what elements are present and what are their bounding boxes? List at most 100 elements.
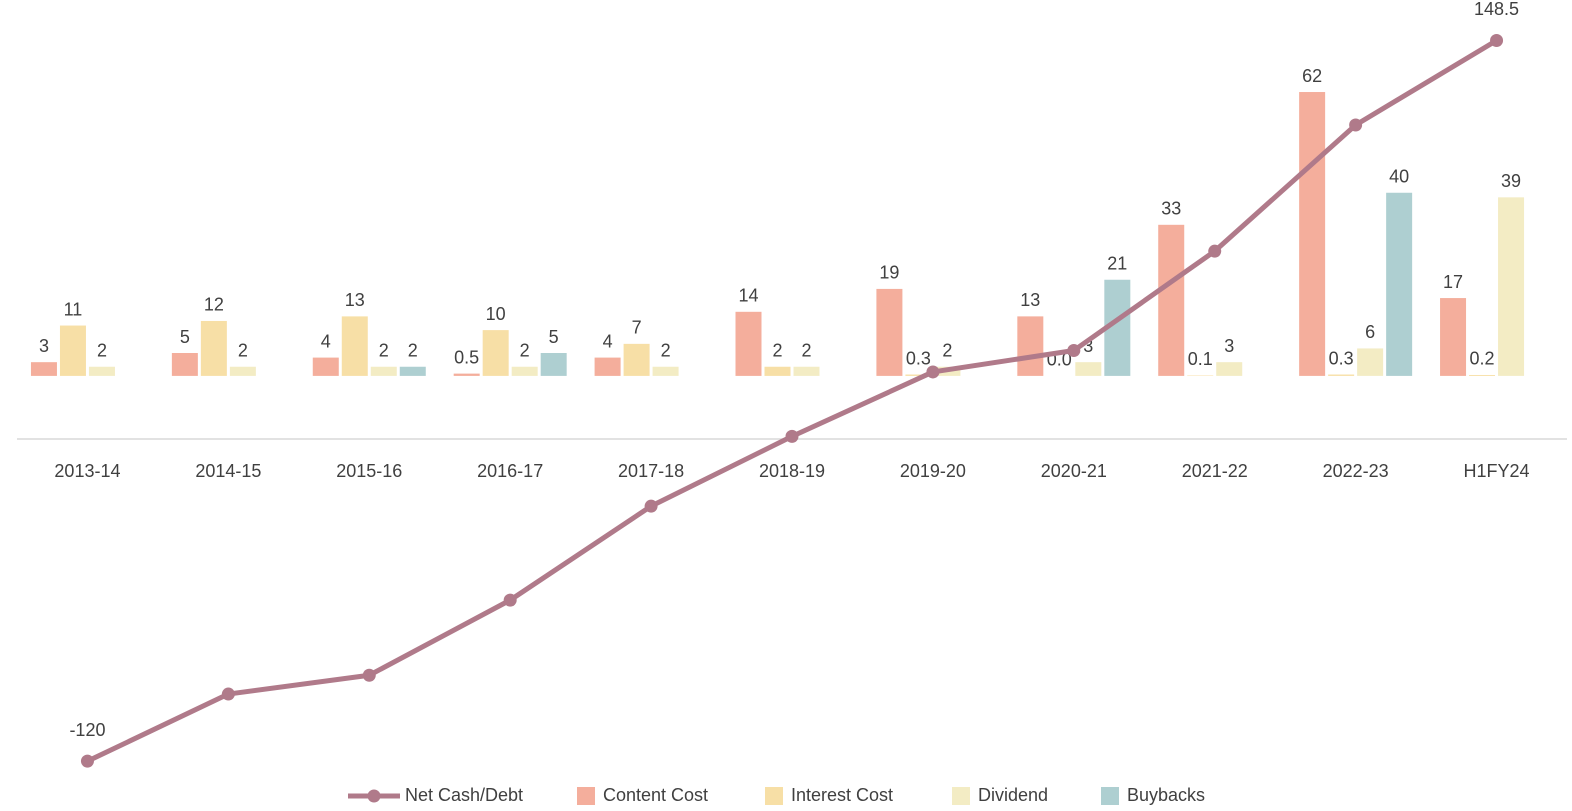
bar	[370, 366, 397, 376]
x-tick-label: 2019-20	[900, 461, 966, 481]
data-label: 3	[1083, 336, 1093, 356]
line-point	[926, 365, 940, 379]
data-label: 11	[64, 299, 83, 319]
data-label: 3	[1224, 336, 1234, 356]
bar	[59, 325, 86, 376]
data-label: 2	[772, 340, 782, 360]
x-tick-label: 2021-22	[1182, 461, 1248, 481]
data-label: 6	[1365, 322, 1375, 342]
legend-swatch	[765, 787, 783, 805]
data-label: 0.2	[1470, 349, 1495, 369]
line-point	[785, 429, 799, 443]
legend-label: Dividend	[978, 785, 1048, 805]
bar	[764, 366, 791, 376]
bar	[1498, 197, 1525, 376]
data-label: 17	[1443, 272, 1463, 292]
bar	[1017, 316, 1044, 376]
line-point	[1208, 244, 1222, 258]
bar	[1357, 348, 1384, 376]
bar	[1386, 192, 1413, 376]
line-point	[80, 754, 94, 768]
data-label: 2	[801, 340, 811, 360]
legend-label: Interest Cost	[791, 785, 893, 805]
data-label: 4	[321, 331, 331, 351]
data-label: 21	[1107, 254, 1127, 274]
data-label: 0.5	[454, 347, 479, 367]
x-tick-label: 2015-16	[336, 461, 402, 481]
x-tick-label: 2020-21	[1041, 461, 1107, 481]
data-label: 7	[632, 318, 642, 338]
bar	[482, 330, 509, 376]
line-point	[221, 687, 235, 701]
data-label: 2	[97, 340, 107, 360]
data-label: 0.3	[1329, 348, 1354, 368]
legend-swatch	[577, 787, 595, 805]
bar	[1469, 374, 1496, 376]
bar	[88, 366, 115, 376]
x-tick-label: 2014-15	[195, 461, 261, 481]
bar	[341, 316, 368, 376]
bar	[540, 353, 567, 376]
bar	[793, 366, 820, 376]
data-label: 62	[1302, 66, 1322, 86]
legend-label: Content Cost	[603, 785, 708, 805]
bar	[171, 353, 198, 376]
bar	[876, 288, 903, 376]
line-point	[503, 593, 517, 607]
x-tick-label: 2018-19	[759, 461, 825, 481]
legend-label: Buybacks	[1127, 785, 1205, 805]
x-tick-label: H1FY24	[1464, 461, 1530, 481]
data-label: 148.5	[1474, 0, 1519, 19]
legend-swatch	[1101, 787, 1119, 805]
data-label: 39	[1501, 171, 1521, 191]
legend-swatch	[952, 787, 970, 805]
bar	[1075, 362, 1102, 376]
bar	[1440, 298, 1467, 376]
data-label: 2	[238, 340, 248, 360]
bar	[1299, 92, 1326, 376]
bar	[511, 366, 538, 376]
data-label: 5	[180, 327, 190, 347]
bar	[1328, 374, 1355, 376]
line	[86, 38, 1498, 764]
data-label: 40	[1389, 167, 1409, 187]
line-point	[362, 668, 376, 682]
bar	[594, 357, 621, 376]
legend-swatch	[367, 789, 381, 803]
data-label: 5	[549, 327, 559, 347]
data-label: 19	[879, 263, 899, 283]
bar	[312, 357, 339, 376]
line-point	[1490, 33, 1504, 47]
line-point	[1067, 343, 1081, 357]
bar	[623, 343, 650, 376]
data-label: 2	[379, 340, 389, 360]
x-tick-label: 2022-23	[1323, 461, 1389, 481]
bar	[399, 366, 426, 376]
data-label: 13	[345, 290, 365, 310]
data-label: 2	[408, 340, 418, 360]
data-label: 3	[39, 336, 49, 356]
data-label: 13	[1020, 290, 1040, 310]
data-label: 2	[661, 340, 671, 360]
line-point	[644, 499, 658, 513]
data-label: 2	[520, 340, 530, 360]
bar	[453, 373, 480, 376]
data-label: 33	[1161, 199, 1181, 219]
data-label: 0.1	[1188, 349, 1213, 369]
x-tick-label: 2013-14	[54, 461, 120, 481]
x-tick-label: 2017-18	[618, 461, 684, 481]
bar	[200, 320, 227, 376]
data-label: 4	[603, 331, 613, 351]
bar	[1216, 362, 1243, 376]
bar	[229, 366, 256, 376]
bar	[905, 374, 932, 376]
x-tick-label: 2016-17	[477, 461, 543, 481]
bar	[735, 311, 762, 376]
data-label: 12	[204, 295, 224, 315]
bar	[1158, 224, 1185, 376]
data-label: 10	[486, 304, 506, 324]
data-label: 0.3	[906, 348, 931, 368]
data-label: -120	[69, 720, 105, 740]
legend-label: Net Cash/Debt	[405, 785, 523, 805]
